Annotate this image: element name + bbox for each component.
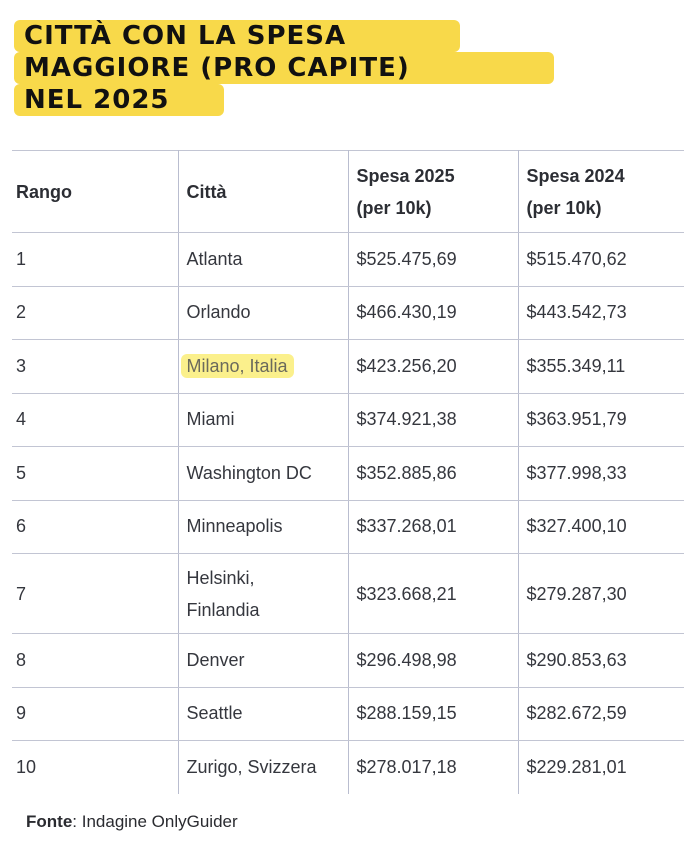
cell-spend-2025: $352.885,86: [347, 446, 519, 501]
cell-rank: 10: [12, 740, 179, 794]
table-row: 8 Denver $296.498,98 $290.853,63: [12, 633, 684, 688]
cell-rank: 7: [12, 553, 179, 634]
cell-spend-2024: $327.400,10: [517, 500, 684, 554]
source-label: Fonte: [26, 812, 73, 831]
header-spend-2025-line1: Spesa 2025: [356, 165, 455, 186]
cell-city: Minneapolis: [177, 500, 349, 554]
source-note: Fonte: Indagine OnlyGuider: [26, 812, 238, 832]
header-spend-2025-line2: (per 10k): [356, 197, 432, 218]
source-text: : Indagine OnlyGuider: [72, 812, 238, 831]
cell-city: Milano, Italia: [177, 339, 349, 394]
cell-city: Seattle: [177, 687, 349, 741]
cell-rank: 8: [12, 633, 179, 688]
title-line-2: MAGGIORE (PRO CAPITE): [14, 52, 554, 84]
table-row: 1 Atlanta $525.475,69 $515.470,62: [12, 232, 684, 287]
cell-spend-2025: $278.017,18: [347, 740, 519, 794]
cell-city-line1: Helsinki,: [186, 567, 255, 588]
cell-rank: 4: [12, 393, 179, 447]
header-city: Città: [177, 150, 349, 233]
cell-city: Atlanta: [177, 232, 349, 287]
cell-rank: 2: [12, 286, 179, 340]
table-row: 6 Minneapolis $337.268,01 $327.400,10: [12, 500, 684, 554]
cell-spend-2024: $282.672,59: [517, 687, 684, 741]
table-row: 3 Milano, Italia $423.256,20 $355.349,11: [12, 339, 684, 394]
cell-spend-2024: $229.281,01: [517, 740, 684, 794]
title-line-3: NEL 2025: [14, 84, 410, 116]
highlighted-city: Milano, Italia: [180, 353, 294, 378]
cell-city: Miami: [177, 393, 349, 447]
cell-city: Zurigo, Svizzera: [177, 740, 349, 794]
cell-spend-2025: $296.498,98: [347, 633, 519, 688]
header-spend-2024: Spesa 2024 (per 10k): [517, 150, 684, 233]
title-line-1: CITTÀ CON LA SPESA: [14, 20, 460, 52]
title-highlight: [14, 20, 460, 52]
cell-rank: 3: [12, 339, 179, 394]
cell-spend-2025: $374.921,38: [347, 393, 519, 447]
header-spend-2025: Spesa 2025 (per 10k): [347, 150, 519, 233]
cell-spend-2024: $515.470,62: [517, 232, 684, 287]
cell-rank: 6: [12, 500, 179, 554]
table-row: 4 Miami $374.921,38 $363.951,79: [12, 393, 684, 447]
cell-city: Helsinki, Finlandia: [177, 553, 349, 634]
table-row: 7 Helsinki, Finlandia $323.668,21 $279.2…: [12, 553, 684, 634]
cell-spend-2025: $288.159,15: [347, 687, 519, 741]
cell-spend-2024: $290.853,63: [517, 633, 684, 688]
cell-rank: 9: [12, 687, 179, 741]
page-title: CITTÀ CON LA SPESA MAGGIORE (PRO CAPITE)…: [14, 20, 554, 116]
cell-spend-2025: $423.256,20: [347, 339, 519, 394]
cell-spend-2024: $355.349,11: [517, 339, 684, 394]
table-row: 5 Washington DC $352.885,86 $377.998,33: [12, 446, 684, 501]
header-spend-2024-line2: (per 10k): [526, 197, 602, 218]
title-highlight: [14, 52, 554, 84]
title-text-1: CITTÀ CON LA SPESA: [24, 21, 347, 51]
title-text-2: MAGGIORE (PRO CAPITE): [24, 53, 410, 83]
cell-city: Orlando: [177, 286, 349, 340]
cell-spend-2024: $363.951,79: [517, 393, 684, 447]
cell-spend-2024: $443.542,73: [517, 286, 684, 340]
table-row: 10 Zurigo, Svizzera $278.017,18 $229.281…: [12, 740, 684, 794]
cell-spend-2024: $377.998,33: [517, 446, 684, 501]
spending-table: Rango Città Spesa 2025 (per 10k) Spesa 2…: [12, 150, 684, 794]
table-row: 2 Orlando $466.430,19 $443.542,73: [12, 286, 684, 340]
cell-spend-2024: $279.287,30: [517, 553, 684, 634]
cell-city: Denver: [177, 633, 349, 688]
table-row: 9 Seattle $288.159,15 $282.672,59: [12, 687, 684, 741]
cell-city-line2: Finlandia: [186, 599, 260, 620]
title-highlight: [14, 84, 224, 116]
cell-rank: 1: [12, 232, 179, 287]
cell-spend-2025: $525.475,69: [347, 232, 519, 287]
header-rank: Rango: [12, 150, 179, 233]
cell-spend-2025: $337.268,01: [347, 500, 519, 554]
cell-city: Washington DC: [177, 446, 349, 501]
header-spend-2024-line1: Spesa 2024: [526, 165, 625, 186]
cell-spend-2025: $323.668,21: [347, 553, 519, 634]
table-header-row: Rango Città Spesa 2025 (per 10k) Spesa 2…: [12, 150, 684, 233]
cell-spend-2025: $466.430,19: [347, 286, 519, 340]
title-text-3: NEL 2025: [24, 85, 170, 115]
cell-rank: 5: [12, 446, 179, 501]
